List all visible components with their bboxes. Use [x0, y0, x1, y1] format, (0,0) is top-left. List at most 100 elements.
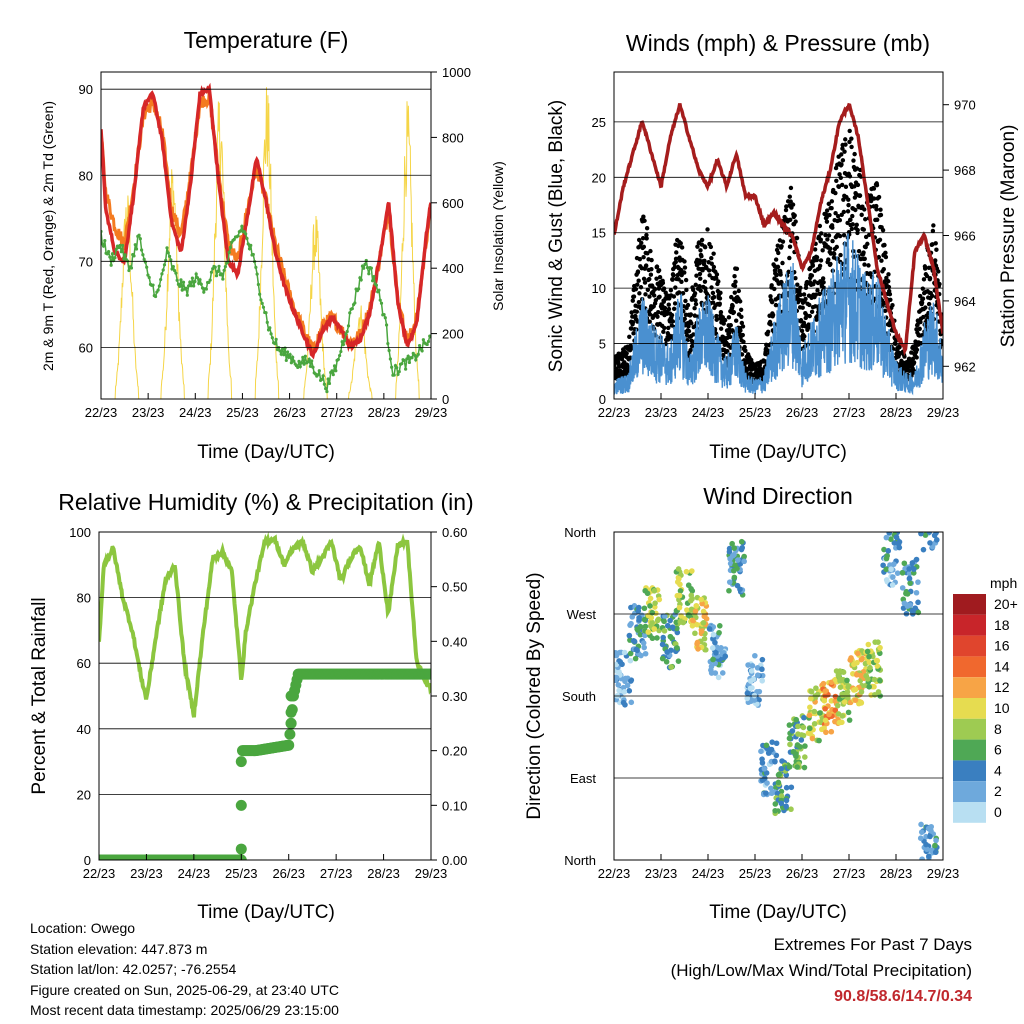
direction-point — [840, 692, 846, 699]
direction-point — [632, 655, 639, 662]
gust-point — [634, 309, 639, 314]
direction-xtick-label: 28/23 — [880, 866, 913, 881]
dewpoint-point — [396, 372, 400, 377]
direction-point — [622, 678, 628, 685]
direction-point — [828, 728, 835, 735]
direction-point — [729, 553, 736, 559]
direction-point — [788, 784, 795, 791]
extremes-values: 90.8/58.6/14.7/0.34 — [834, 988, 972, 1005]
gust-point — [702, 244, 708, 250]
humidity-panel: Relative Humidity (%) & Precipitation (i… — [29, 489, 474, 923]
dewpoint-point — [199, 282, 203, 286]
dewpoint-point — [103, 238, 107, 243]
dewpoint-point — [341, 342, 346, 347]
dewpoint-point — [320, 377, 324, 381]
dewpoint-point — [317, 369, 321, 373]
direction-point — [627, 650, 634, 657]
gust-point — [768, 294, 773, 299]
legend-swatch — [953, 760, 986, 782]
dewpoint-point — [273, 342, 277, 346]
direction-frame — [613, 531, 944, 861]
direction-point — [846, 717, 853, 723]
direction-point — [821, 698, 828, 704]
humidity-xtick-label: 28/23 — [367, 866, 400, 881]
gust-point — [631, 294, 637, 299]
humidity-ytick-label: 20 — [77, 787, 91, 802]
gust-point — [643, 263, 649, 268]
dewpoint-point — [388, 357, 392, 361]
legend-swatch — [953, 677, 986, 698]
dewpoint-point — [410, 356, 414, 360]
gust-point — [933, 241, 938, 246]
gust-point — [679, 279, 684, 285]
direction-point — [871, 683, 877, 690]
dewpoint-point — [395, 366, 399, 370]
gust-point — [838, 252, 843, 258]
gust-point — [662, 305, 668, 311]
direction-xtick-label: 29/23 — [927, 866, 960, 881]
temperature-xtick-label: 22/23 — [85, 405, 118, 420]
gust-point — [886, 272, 891, 277]
direction-point — [651, 587, 658, 594]
direction-point — [783, 803, 789, 810]
dewpoint-point — [421, 338, 425, 342]
dewpoint-point — [407, 360, 412, 365]
direction-point — [620, 684, 627, 691]
winds-ytick-label: 25 — [592, 115, 606, 130]
direction-point — [841, 699, 848, 705]
gust-point — [857, 193, 863, 198]
gust-point — [847, 139, 852, 145]
gust-point — [707, 273, 712, 278]
dewpoint-point — [405, 357, 409, 361]
gust-point — [630, 298, 635, 303]
gust-point — [772, 286, 777, 292]
precip-point — [235, 756, 247, 768]
gust-point — [666, 325, 671, 331]
gust-point — [699, 237, 705, 243]
dewpoint-point — [101, 244, 106, 248]
temperature-xtick-label: 29/23 — [415, 405, 448, 420]
direction-point — [881, 546, 887, 553]
dewpoint-point — [346, 324, 351, 328]
legend-label: 14 — [994, 658, 1010, 674]
gust-point — [878, 207, 883, 212]
rh-line — [99, 532, 431, 718]
gust-point — [838, 175, 843, 181]
direction-point — [754, 672, 761, 679]
dewpoint-point — [169, 258, 173, 262]
direction-point — [641, 644, 648, 651]
dewpoint-point — [213, 265, 217, 269]
precip-point — [284, 728, 296, 740]
direction-point — [688, 592, 695, 599]
gust-point — [814, 255, 820, 260]
gust-point — [745, 360, 751, 365]
dewpoint-point — [285, 350, 290, 354]
dewpoint-point — [265, 320, 269, 324]
gust-point — [649, 257, 654, 263]
gust-point — [736, 288, 741, 294]
direction-point — [852, 686, 859, 693]
dewpoint-point — [113, 256, 117, 260]
gust-point — [682, 259, 687, 264]
gust-point — [655, 314, 660, 319]
direction-point — [778, 765, 785, 772]
direction-point — [759, 760, 766, 766]
temperature-xtick-label: 23/23 — [132, 405, 165, 420]
gust-point — [740, 332, 745, 338]
gust-point — [826, 233, 832, 238]
gust-point — [732, 290, 737, 295]
dewpoint-point — [344, 332, 348, 336]
gust-point — [725, 348, 730, 354]
direction-point — [906, 566, 912, 572]
legend-swatch — [953, 718, 986, 740]
direction-point — [837, 684, 844, 691]
dewpoint-point — [165, 246, 169, 250]
legend-label: 16 — [994, 638, 1010, 654]
gust-point — [859, 212, 864, 218]
dewpoint-point — [118, 243, 122, 248]
direction-xtick-label: 24/23 — [692, 866, 725, 881]
gust-point — [730, 303, 735, 309]
direction-point — [933, 537, 940, 543]
gust-point — [840, 146, 845, 151]
direction-point — [676, 604, 683, 611]
